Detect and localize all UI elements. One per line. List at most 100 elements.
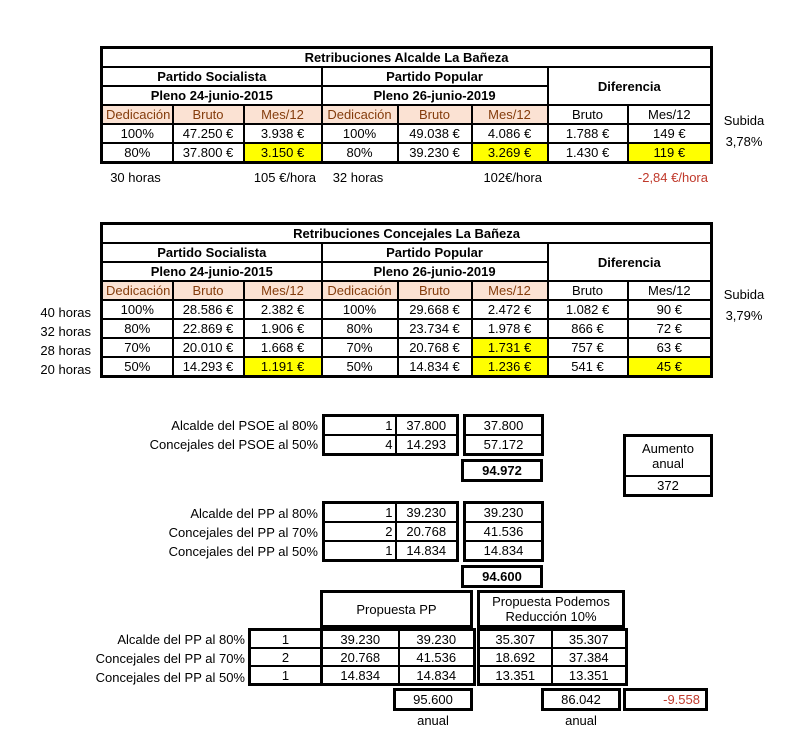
product-cell: 39.230 (463, 501, 544, 523)
calc-row-label: Concejales del PSOE al 50% (149, 437, 318, 452)
calc-row-label: Concejales del PP al 70% (168, 525, 318, 540)
data-cell: 22.869 € (171, 318, 245, 339)
footnote-rate-difference: -2,84 €/hora (637, 170, 708, 185)
table-row: 1 (248, 665, 323, 686)
header-cell: Bruto (546, 280, 629, 301)
proposal-count-box: 1 2 1 (248, 628, 323, 686)
product-cell: 37.800 (463, 414, 544, 436)
table-row: 80% 22.869 € 1.906 € 80% 23.734 € 1.978 … (100, 318, 713, 339)
propuesta-pp-header: Propuesta PP (320, 590, 473, 628)
product-cell: 13.351 (550, 665, 628, 686)
aumento-anual-box: Aumento anual 372 (623, 434, 713, 497)
value-cell: 14.834 (394, 540, 459, 562)
table-row: 1 39.230 (322, 501, 459, 523)
count-cell: 1 (248, 665, 323, 686)
count-cell: 4 (322, 434, 397, 456)
data-cell: 100% (100, 123, 174, 144)
aumento-label-cell: Aumento anual (623, 434, 713, 477)
table-row: 18.692 37.384 (477, 647, 628, 667)
party-pp-header: Partido Popular (320, 242, 549, 263)
header-cell: Dedicación (320, 280, 399, 301)
aumento-label-line1: Aumento (641, 441, 695, 456)
aumento-label-line2: anual (652, 456, 684, 471)
product-cell: 57.172 (463, 434, 544, 456)
table-retribuciones-alcalde: Retribuciones Alcalde La Bañeza Partido … (100, 46, 714, 164)
table-row: 100% 28.586 € 2.382 € 100% 29.668 € 2.47… (100, 299, 713, 320)
table-row: 20.768 41.536 (320, 647, 476, 667)
data-cell: 14.293 € (171, 356, 245, 378)
proposal-row-label: Concejales del PP al 70% (95, 651, 245, 666)
propuesta-podemos-header-line1: Propuesta Podemos (492, 594, 610, 609)
product-cell: 41.536 (397, 647, 476, 667)
table-title-row: Retribuciones Concejales La Bañeza (100, 222, 713, 244)
data-cell: 1.082 € (546, 299, 629, 320)
propuesta-pp-header-label: Propuesta PP (356, 601, 437, 617)
propuesta-podemos-header-line2: Reducción 10% (505, 609, 597, 624)
calc-psoe-labels: Alcalde del PSOE al 80% Concejales del P… (100, 416, 318, 454)
table-row: 57.172 (463, 434, 544, 456)
data-cell: 541 € (546, 356, 629, 378)
diferencia-header: Diferencia (546, 66, 713, 106)
party-psoe-header: Partido Socialista (100, 66, 323, 87)
table-row: 70% 20.010 € 1.668 € 70% 20.768 € 1.731 … (100, 337, 713, 358)
table-row: 13.351 13.351 (477, 665, 628, 686)
table-retribuciones-concejales: Retribuciones Concejales La Bañeza Parti… (100, 222, 714, 378)
column-header-row: Dedicación Bruto Mes/12 Dedicación Bruto… (100, 104, 713, 125)
count-cell: 1 (322, 540, 397, 562)
proposal-difference-total: -9.558 (623, 688, 708, 711)
value-cell: 39.230 (394, 501, 459, 523)
subida-value: 3,79% (725, 308, 763, 323)
data-cell: 50% (100, 356, 174, 378)
count-cell: 1 (322, 501, 397, 523)
propuesta-podemos-header: Propuesta Podemos Reducción 10% (477, 590, 625, 628)
data-cell: 2.382 € (242, 299, 323, 320)
value-cell: 13.351 (477, 665, 553, 686)
table-row: 39.230 39.230 (320, 628, 476, 649)
table-row: 2 20.768 (322, 521, 459, 542)
value-cell: 39.230 (320, 628, 400, 649)
product-cell: 37.384 (550, 647, 628, 667)
table-row: 100% 47.250 € 3.938 € 100% 49.038 € 4.08… (100, 123, 713, 144)
value-cell: 20.768 (320, 647, 400, 667)
proposal-row-label: Concejales del PP al 50% (95, 670, 245, 685)
header-cell: Mes/12 (626, 280, 713, 301)
value-cell: 14.293 (394, 434, 459, 456)
data-cell: 3.938 € (242, 123, 323, 144)
data-cell-highlighted: 119 € (626, 142, 713, 164)
proposal-labels: Alcalde del PP al 80% Concejales del PP … (55, 630, 245, 687)
product-cell: 14.834 (397, 665, 476, 686)
table-row: 14.834 14.834 (320, 665, 476, 686)
value-cell: 20.768 (394, 521, 459, 542)
party-psoe-header: Partido Socialista (100, 242, 323, 263)
table-row: 41.536 (463, 521, 544, 542)
calc-pp-total: 94.600 (461, 565, 543, 588)
data-cell: 23.734 € (396, 318, 473, 339)
data-cell: 90 € (626, 299, 713, 320)
pleno-psoe-header: Pleno 24-junio-2015 (100, 261, 323, 282)
data-cell-highlighted: 45 € (626, 356, 713, 378)
proposal-pp-table: 39.230 39.230 20.768 41.536 14.834 14.83… (320, 628, 476, 686)
product-cell: 35.307 (550, 628, 628, 649)
table-row: 4 14.293 (322, 434, 459, 456)
data-cell-highlighted: 3.269 € (470, 142, 549, 164)
header-cell: Mes/12 (470, 280, 549, 301)
header-cell: Bruto (396, 280, 473, 301)
data-cell: 1.906 € (242, 318, 323, 339)
pleno-row: Pleno 24-junio-2015 Pleno 26-junio-2019 (100, 85, 712, 106)
hours-label: 40 horas (40, 305, 91, 320)
table-row: 35.307 35.307 (477, 628, 628, 649)
data-cell: 866 € (546, 318, 629, 339)
data-cell: 29.668 € (396, 299, 473, 320)
footnote-rate-psoe: 105 €/hora (253, 170, 316, 185)
value-cell: 14.834 (320, 665, 400, 686)
table-title-row: Retribuciones Alcalde La Bañeza (100, 46, 713, 68)
data-cell-highlighted: 1.191 € (242, 356, 323, 378)
header-cell: Dedicación (100, 280, 174, 301)
party-row: Partido Socialista Partido Popular Difer… (100, 242, 713, 282)
data-cell: 39.230 € (396, 142, 473, 164)
data-cell: 100% (100, 299, 174, 320)
table-title: Retribuciones Concejales La Bañeza (100, 222, 713, 244)
data-cell: 100% (320, 123, 399, 144)
table-row: 1 37.800 (322, 414, 459, 436)
